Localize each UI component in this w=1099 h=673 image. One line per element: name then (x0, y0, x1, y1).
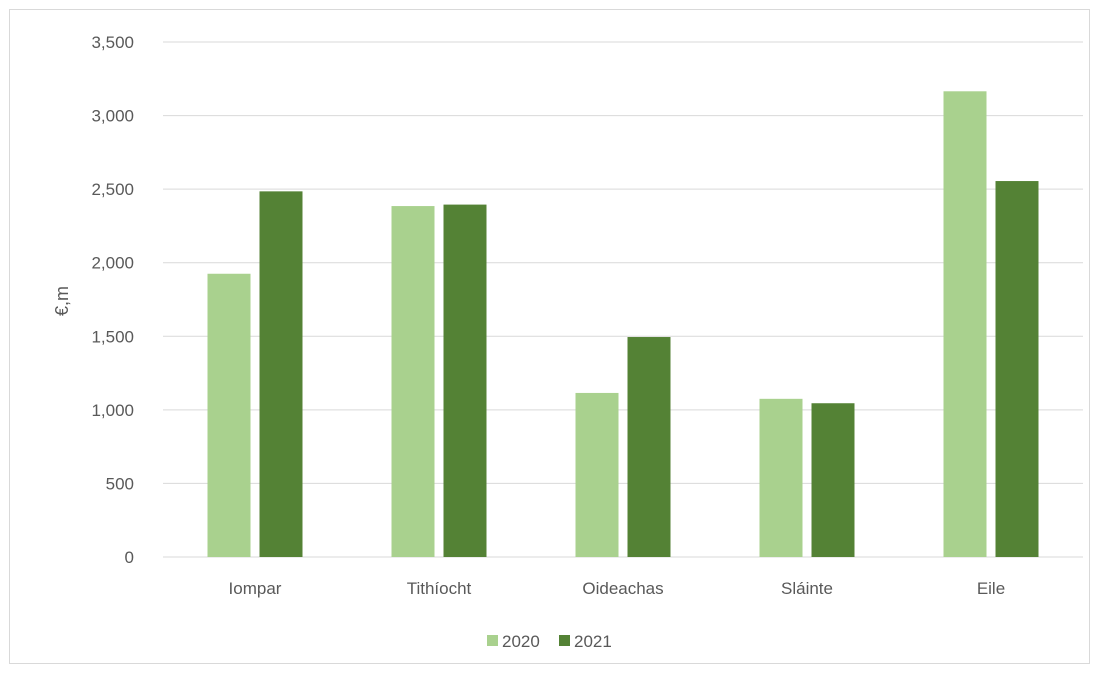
y-axis-title: €,m (52, 286, 72, 316)
y-tick-label: 1,500 (91, 327, 134, 346)
y-tick-label: 3,500 (91, 33, 134, 52)
bar-2021-Tithíocht (443, 204, 487, 558)
y-axis-ticks: 0 500 1,000 1,500 2,000 2,500 3,000 3,500 (91, 33, 134, 567)
y-tick-label: 1,000 (91, 401, 134, 420)
y-tick-label: 3,000 (91, 107, 134, 126)
y-tick-label: 2,000 (91, 254, 134, 273)
bar-2020-Oideachas (575, 392, 619, 557)
x-tick-label: Iompar (229, 579, 282, 598)
x-tick-label: Eile (977, 579, 1005, 598)
x-tick-label: Sláinte (781, 579, 833, 598)
y-tick-label: 0 (125, 548, 134, 567)
bar-2020-Tithíocht (391, 206, 435, 558)
bars (207, 91, 1039, 558)
y-tick-label: 2,500 (91, 180, 134, 199)
bar-2021-Oideachas (627, 337, 671, 557)
legend: 2020 2021 (487, 632, 612, 651)
y-tick-label: 500 (106, 474, 134, 493)
bar-2021-Sláinte (811, 403, 855, 557)
bar-2021-Eile (995, 181, 1039, 558)
legend-swatch-2020 (487, 635, 498, 646)
x-axis-ticks: Iompar Tithíocht Oideachas Sláinte Eile (229, 579, 1006, 598)
gridlines (163, 41, 1083, 558)
bar-2020-Eile (943, 91, 987, 558)
bar-2021-Iompar (259, 191, 303, 557)
bar-2020-Iompar (207, 273, 251, 557)
legend-swatch-2021 (559, 635, 570, 646)
legend-label: 2020 (502, 632, 540, 651)
x-tick-label: Tithíocht (407, 579, 472, 598)
x-tick-label: Oideachas (582, 579, 663, 598)
legend-label: 2021 (574, 632, 612, 651)
bar-2020-Sláinte (759, 398, 803, 557)
